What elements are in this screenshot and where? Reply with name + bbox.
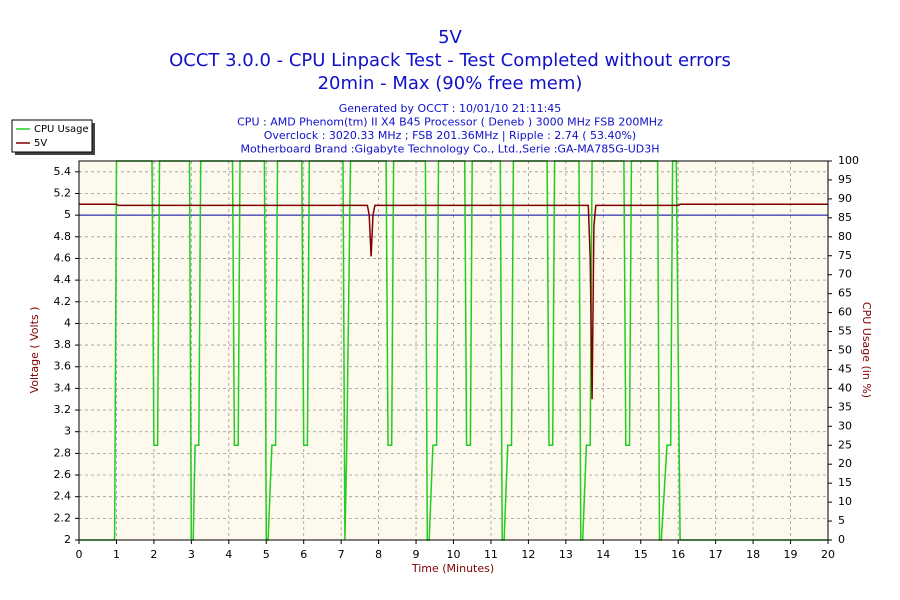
x-tick-label: 3	[188, 548, 195, 561]
y2-tick-label: 85	[838, 211, 852, 224]
y2-axis-label: CPU Usage (in %)	[860, 302, 873, 398]
y2-tick-label: 80	[838, 230, 852, 243]
legend-label: CPU Usage	[34, 124, 89, 135]
info-line: Overclock : 3020.33 MHz ; FSB 201.36MHz …	[264, 129, 636, 142]
x-tick-label: 4	[225, 548, 232, 561]
x-tick-label: 10	[447, 548, 461, 561]
plot-area	[79, 161, 828, 540]
x-tick-label: 16	[671, 548, 685, 561]
y-tick-label: 4.8	[54, 230, 72, 243]
y2-tick-label: 25	[838, 438, 852, 451]
x-tick-label: 13	[559, 548, 573, 561]
x-tick-label: 2	[150, 548, 157, 561]
x-tick-label: 14	[596, 548, 610, 561]
x-tick-label: 19	[784, 548, 798, 561]
y-tick-label: 3	[64, 425, 71, 438]
y-tick-label: 2.4	[54, 490, 72, 503]
y-tick-label: 5.4	[54, 165, 72, 178]
y-tick-label: 3.6	[54, 360, 72, 373]
y-tick-label: 2.6	[54, 468, 72, 481]
y-tick-label: 3.8	[54, 338, 72, 351]
y2-tick-label: 95	[838, 173, 852, 186]
y-tick-label: 3.2	[54, 403, 72, 416]
x-tick-label: 15	[634, 548, 648, 561]
y2-tick-label: 45	[838, 362, 852, 375]
y2-tick-label: 70	[838, 268, 852, 281]
y-axis-label: Voltage ( Volts )	[28, 307, 41, 394]
series-line	[79, 203, 828, 400]
y-tick-label: 5.2	[54, 186, 72, 199]
y-tick-label: 4	[64, 316, 71, 329]
info-line: Motherboard Brand :Gigabyte Technology C…	[240, 143, 659, 156]
chart-subtitle: OCCT 3.0.0 - CPU Linpack Test - Test Com…	[169, 50, 731, 71]
y2-tick-label: 0	[838, 533, 845, 546]
y2-tick-label: 20	[838, 457, 852, 470]
y2-tick-label: 50	[838, 344, 852, 357]
y-tick-label: 4.4	[54, 273, 72, 286]
y-tick-label: 3.4	[54, 381, 72, 394]
y2-tick-label: 10	[838, 495, 852, 508]
y2-tick-label: 75	[838, 249, 852, 262]
y2-tick-label: 35	[838, 400, 852, 413]
x-axis-label: Time (Minutes)	[411, 562, 494, 575]
x-tick-label: 9	[413, 548, 420, 561]
x-tick-label: 17	[709, 548, 723, 561]
y2-tick-label: 65	[838, 287, 852, 300]
x-tick-label: 1	[113, 548, 120, 561]
x-tick-label: 18	[746, 548, 760, 561]
y2-tick-label: 100	[838, 154, 859, 167]
plot-border	[78, 160, 829, 541]
y2-tick-label: 90	[838, 192, 852, 205]
info-line: CPU : AMD Phenom(tm) II X4 B45 Processor…	[237, 116, 663, 129]
x-tick-label: 20	[821, 548, 835, 561]
y2-tick-label: 60	[838, 306, 852, 319]
y2-tick-label: 30	[838, 419, 852, 432]
y2-tick-label: 40	[838, 381, 852, 394]
x-tick-label: 11	[484, 548, 498, 561]
x-tick-label: 7	[338, 548, 345, 561]
x-tick-label: 5	[263, 548, 270, 561]
chart-title: 5V	[438, 27, 462, 48]
y-tick-label: 2.2	[54, 511, 72, 524]
legend-label: 5V	[34, 138, 47, 149]
y-tick-label: 2.8	[54, 446, 72, 459]
y2-tick-label: 15	[838, 476, 852, 489]
info-line: Generated by OCCT : 10/01/10 21:11:45	[339, 102, 562, 115]
x-tick-label: 12	[521, 548, 535, 561]
chart-subtitle: 20min - Max (90% free mem)	[318, 73, 583, 94]
x-tick-label: 6	[300, 548, 307, 561]
y-tick-label: 5	[64, 208, 71, 221]
y2-tick-label: 5	[838, 514, 845, 527]
x-tick-label: 0	[76, 548, 83, 561]
y2-tick-label: 55	[838, 325, 852, 338]
y-tick-label: 4.6	[54, 251, 72, 264]
legend-box	[11, 119, 93, 153]
x-tick-label: 8	[375, 548, 382, 561]
y-tick-label: 2	[64, 533, 71, 546]
y-tick-label: 4.2	[54, 295, 72, 308]
